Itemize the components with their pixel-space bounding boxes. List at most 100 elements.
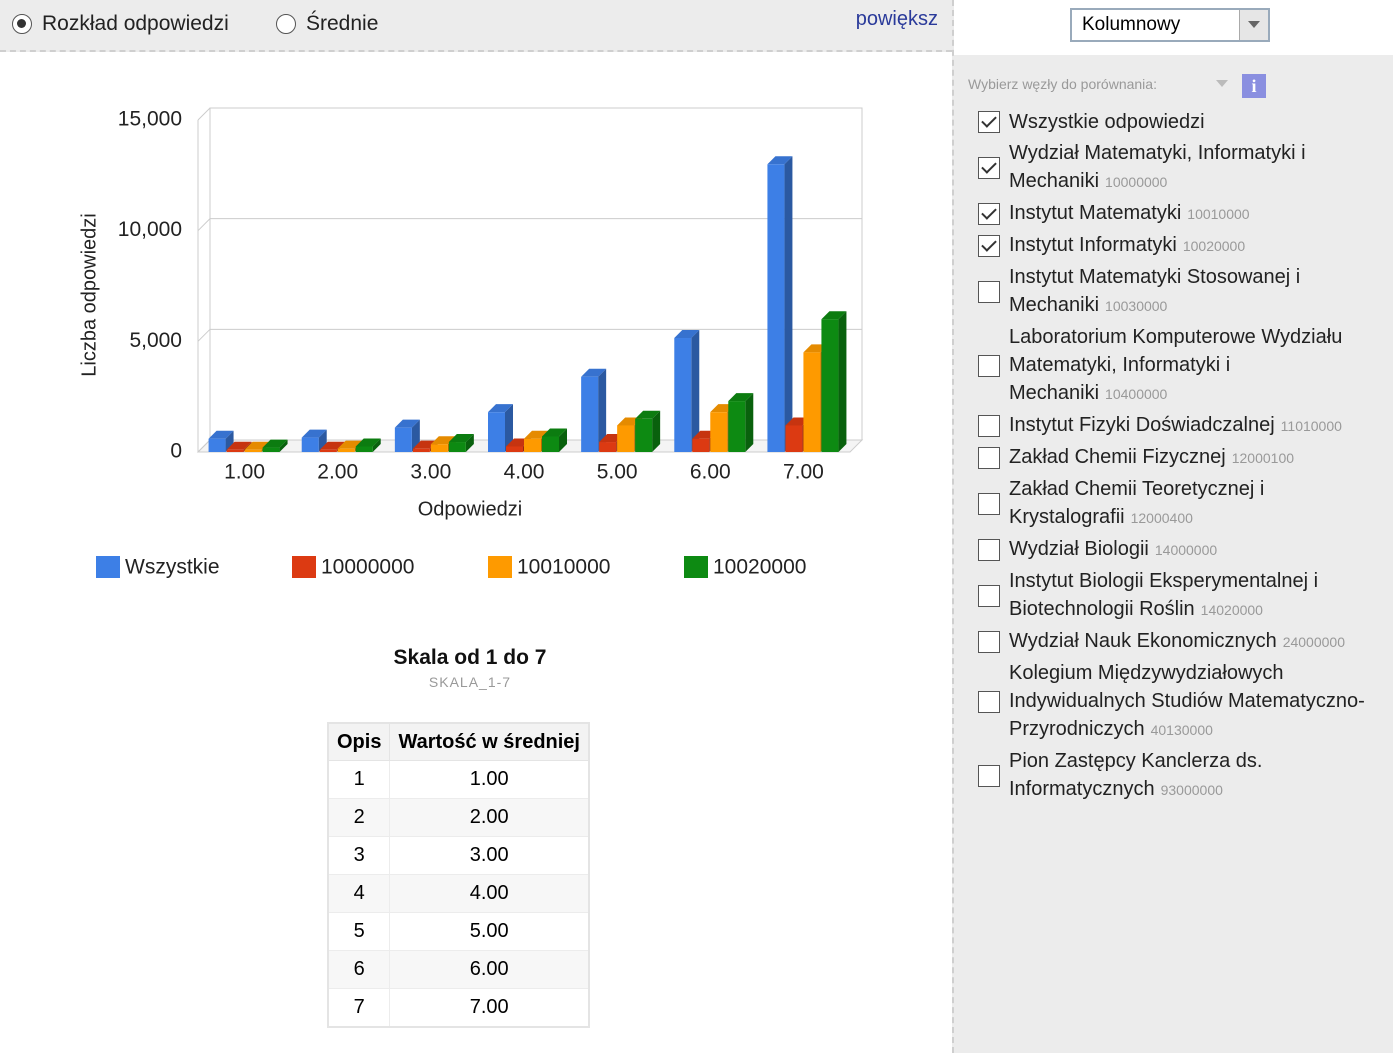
table-row: 7 7.00	[327, 988, 590, 1028]
x-tick-label: 7.00	[783, 461, 824, 484]
node-item[interactable]: Wydział Matematyki, Informatyki i Mechan…	[978, 139, 1378, 196]
node-code: 93000000	[1160, 782, 1223, 798]
node-code: 40130000	[1150, 722, 1213, 738]
table-row: 3 3.00	[327, 836, 590, 875]
node-code: 12000400	[1130, 510, 1193, 526]
node-item[interactable]: Laboratorium Komputerowe Wydziału Matema…	[978, 323, 1378, 408]
bar	[767, 164, 785, 452]
node-item[interactable]: Instytut Fizyki Doświadczalnej 11010000	[978, 411, 1378, 440]
checkbox[interactable]	[978, 538, 1000, 561]
table-cell: 7	[327, 988, 391, 1028]
table-cell: 4.00	[389, 874, 590, 913]
radio-button[interactable]	[12, 14, 32, 34]
bar	[319, 449, 337, 452]
scale-title: Skala od 1 do 7	[393, 646, 547, 669]
node-item[interactable]: Pion Zastępcy Kanclerza ds. Informatyczn…	[978, 747, 1378, 804]
checkbox[interactable]	[978, 630, 1000, 653]
node-name: Wydział Nauk Ekonomicznych	[1009, 630, 1277, 652]
table-cell: 6	[327, 950, 391, 989]
bar-top	[301, 429, 327, 438]
checkbox[interactable]	[978, 111, 1000, 133]
node-name: Wszystkie odpowiedzi	[1009, 111, 1205, 133]
bar	[412, 448, 430, 452]
node-label: Wydział Nauk Ekonomicznych 24000000	[1009, 627, 1369, 656]
radio-option[interactable]: Rozkład odpowiedzi	[12, 12, 229, 36]
x-tick-label: 4.00	[504, 461, 545, 484]
node-item[interactable]: Zakład Chemii Fizycznej 12000100	[978, 443, 1378, 472]
checkbox[interactable]	[978, 414, 1000, 437]
checkbox[interactable]	[978, 156, 1000, 179]
checkbox[interactable]	[978, 280, 1000, 303]
node-label: Kolegium Międzywydziałowych Indywidualny…	[1009, 659, 1369, 744]
scale-code: SKALA_1-7	[428, 674, 512, 690]
table-header-cell: Opis	[327, 722, 391, 761]
checkbox[interactable]	[978, 354, 1000, 377]
dropdown-value: Kolumnowy	[1082, 14, 1181, 35]
info-icon[interactable]: i	[1242, 74, 1266, 98]
grid-line	[197, 107, 862, 121]
table-cell: 3	[327, 836, 391, 875]
bar	[785, 425, 803, 452]
bar-side	[838, 311, 847, 452]
node-name: Instytut Matematyki Stosowanej i Mechani…	[1009, 266, 1301, 316]
table-cell: 2.00	[389, 798, 590, 837]
node-item[interactable]: Instytut Informatyki 10020000	[978, 231, 1378, 260]
node-label: Instytut Biologii Eksperymentalnej i Bio…	[1009, 567, 1369, 624]
legend-label: 10010000	[517, 556, 610, 579]
bar	[821, 319, 839, 452]
dropdown-arrow[interactable]	[1239, 10, 1268, 40]
bar	[599, 442, 617, 452]
node-item[interactable]: Wydział Nauk Ekonomicznych 24000000	[978, 627, 1378, 656]
bar	[728, 401, 746, 452]
bar-top	[319, 441, 345, 450]
bar	[226, 449, 244, 452]
prompt-toggle[interactable]	[1216, 80, 1228, 93]
bar-top	[821, 311, 847, 320]
node-item[interactable]: Kolegium Międzywydziałowych Indywidualny…	[978, 659, 1378, 744]
checkbox[interactable]	[978, 492, 1000, 515]
checkbox[interactable]	[978, 764, 1000, 787]
toolbar: powiększ Rozkład odpowiedzi Średnie	[0, 0, 952, 52]
checkbox[interactable]	[978, 690, 1000, 713]
node-item[interactable]: Instytut Biologii Eksperymentalnej i Bio…	[978, 567, 1378, 624]
bar	[337, 448, 355, 452]
node-item[interactable]: Wszystkie odpowiedzi	[978, 108, 1378, 136]
checkbox[interactable]	[978, 234, 1000, 257]
bar-side	[691, 330, 700, 452]
bar	[617, 425, 635, 452]
legend-swatch	[684, 556, 708, 578]
bar	[542, 436, 559, 452]
grid-line	[197, 218, 862, 232]
bar-top	[581, 368, 607, 377]
node-item[interactable]: Instytut Matematyki Stosowanej i Mechani…	[978, 263, 1378, 320]
node-code: 11010000	[1280, 418, 1342, 434]
chart-type-dropdown[interactable]: Kolumnowy	[1070, 8, 1270, 42]
bar	[301, 437, 319, 452]
node-item[interactable]: Wydział Biologii 14000000	[978, 535, 1378, 564]
checkbox[interactable]	[978, 202, 1000, 225]
bar-top	[542, 428, 567, 437]
radio-button[interactable]	[276, 14, 296, 34]
table-cell: 1.00	[389, 760, 590, 799]
legend-label: 10000000	[321, 556, 414, 579]
node-label: Instytut Matematyki 10010000	[1009, 199, 1369, 228]
node-label: Zakład Chemii Teoretycznej i Krystalogra…	[1009, 475, 1369, 532]
node-label: Wydział Matematyki, Informatyki i Mechan…	[1009, 139, 1369, 196]
node-item[interactable]: Instytut Matematyki 10010000	[978, 199, 1378, 228]
table-row: 6 6.00	[327, 950, 590, 989]
bar-top	[488, 404, 513, 413]
bar	[394, 427, 412, 452]
radio-label: Średnie	[306, 12, 379, 35]
node-code: 10400000	[1105, 386, 1168, 402]
node-item[interactable]: Zakład Chemii Teoretycznej i Krystalogra…	[978, 475, 1378, 532]
radio-option[interactable]: Średnie	[276, 12, 378, 36]
y-tick-label: 5,000	[129, 329, 182, 352]
checkbox[interactable]	[978, 446, 1000, 469]
node-code: 10020000	[1182, 238, 1246, 254]
table-header-cell: Wartość w średniej	[389, 722, 590, 761]
checkbox[interactable]	[978, 584, 1000, 607]
bar	[244, 449, 262, 452]
x-axis-title: Odpowiedzi	[418, 498, 523, 520]
zoom-link[interactable]: powiększ	[855, 8, 938, 30]
bar	[430, 444, 448, 452]
